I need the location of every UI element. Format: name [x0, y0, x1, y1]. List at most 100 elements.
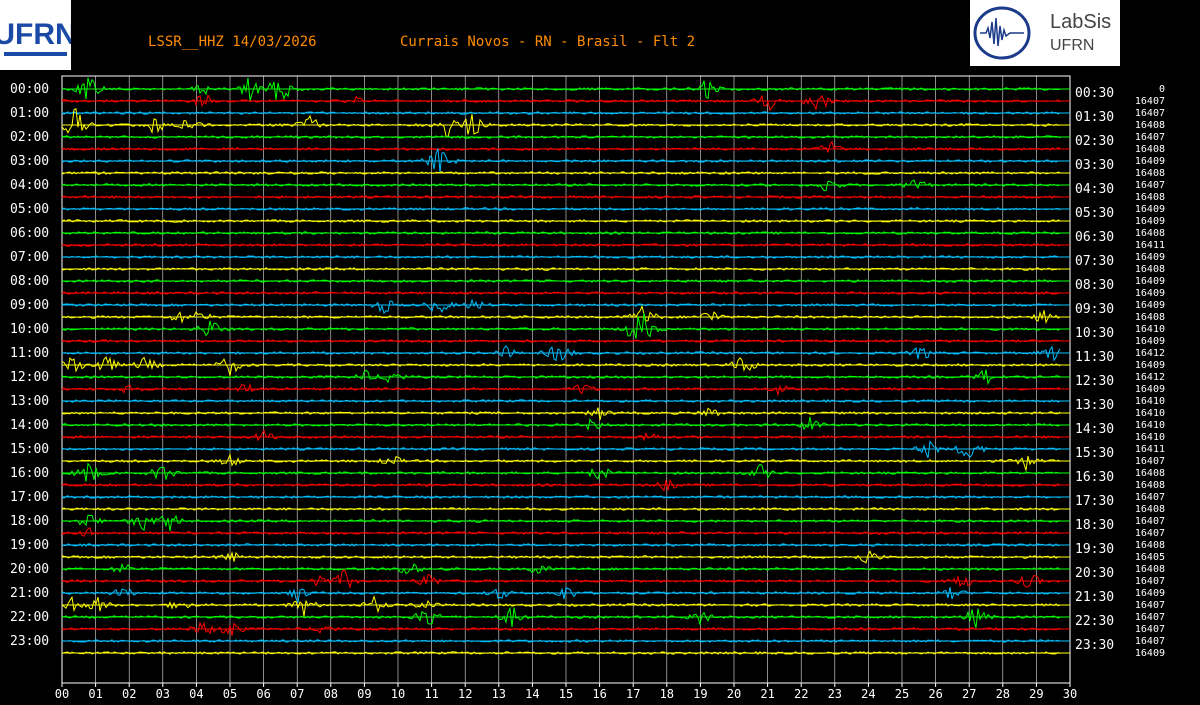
trace-count: 16410: [1135, 420, 1165, 431]
right-time-label: 21:30: [1075, 590, 1114, 605]
chart-grid: [61, 75, 1071, 684]
trace-line: [61, 135, 1061, 139]
right-time-label: 18:30: [1075, 518, 1114, 533]
trace-count: 16407: [1135, 516, 1165, 527]
trace-count: 16407: [1135, 96, 1165, 107]
left-time-label: 10:00: [10, 322, 49, 337]
trace-count: 16410: [1135, 396, 1165, 407]
right-time-labels: 00:30 01:30 02:30 03:30 04:30 05:30 06:30 07:30…: [1075, 86, 1114, 653]
left-time-label: 23:00: [10, 634, 49, 649]
minute-tick-label: 26: [928, 687, 942, 701]
minute-tick-label: 19: [693, 687, 707, 701]
trace-line: [61, 312, 1061, 339]
trace-line: [62, 94, 1061, 112]
trace-count: 16409: [1135, 204, 1165, 215]
trace-count: 16405: [1135, 552, 1165, 563]
trace-line: [61, 514, 1061, 532]
labsis-logo-subtitle: UFRN: [1050, 37, 1094, 54]
minute-tick-label: 24: [861, 687, 875, 701]
ufrn-logo-text: UFRN: [0, 18, 71, 51]
minute-tick-label: 28: [996, 687, 1010, 701]
left-time-label: 18:00: [10, 514, 49, 529]
left-time-label: 19:00: [10, 538, 49, 553]
right-time-label: 02:30: [1075, 134, 1114, 149]
trace-line: [61, 243, 1061, 247]
minute-tick-label: 14: [525, 687, 539, 701]
left-time-label: 01:00: [10, 106, 49, 121]
trace-line: [61, 356, 1061, 376]
minute-tick-label: 25: [895, 687, 909, 701]
minute-tick-label: 03: [156, 687, 170, 701]
left-time-label: 11:00: [10, 346, 49, 361]
trace-line: [61, 77, 1060, 101]
minute-tick-label: 21: [760, 687, 774, 701]
minute-tick-label: 06: [256, 687, 270, 701]
minute-tick-label: 10: [391, 687, 405, 701]
trace-count: 16408: [1135, 264, 1165, 275]
trace-count: 16409: [1135, 252, 1165, 263]
trace-line: [61, 267, 1061, 271]
minute-tick-label: 07: [290, 687, 304, 701]
minute-tick-label: 16: [592, 687, 606, 701]
minute-tick-label: 04: [189, 687, 203, 701]
plot-header: LSSR__HHZ 14/03/2026 Currais Novos - RN …: [0, 34, 1200, 54]
trace-count: 16407: [1135, 624, 1165, 635]
trace-count: 16409: [1135, 156, 1165, 167]
trace-line: [61, 440, 1061, 459]
trace-count: 16407: [1135, 132, 1165, 143]
minute-tick-label: 18: [660, 687, 674, 701]
left-time-label: 20:00: [10, 562, 49, 577]
trace-line: [61, 543, 1061, 547]
trace-line: [61, 407, 1061, 421]
location-title: Currais Novos - RN - Brasil - Flt 2: [400, 34, 696, 50]
trace-line: [61, 621, 1060, 636]
trace-count: 16407: [1135, 636, 1165, 647]
trace-line: [61, 111, 1061, 115]
left-time-label: 03:00: [10, 154, 49, 169]
trace-line: [61, 148, 1061, 173]
right-time-label: 14:30: [1075, 422, 1114, 437]
trace-count: 16408: [1135, 144, 1165, 155]
trace-count: 16410: [1135, 408, 1165, 419]
trace-line: [61, 179, 1061, 192]
trace-count: 16409: [1135, 300, 1165, 311]
trace-line: [61, 429, 1061, 442]
right-time-label: 12:30: [1075, 374, 1114, 389]
left-time-label: 00:00: [10, 82, 49, 97]
trace-count: 16409: [1135, 288, 1165, 299]
minute-axis: 00 01 02 03 04 05 06 07 08 09 10 11 12 13 14 15 16 17 18 19…: [55, 683, 1077, 701]
station-title: LSSR__HHZ 14/03/2026: [148, 34, 317, 50]
trace-line: [61, 219, 1061, 223]
trace-count-labels: 0164071640716408164071640816409164081640…: [1135, 84, 1165, 659]
trace-line: [61, 462, 1061, 482]
trace-line: [61, 507, 1061, 511]
trace-line: [61, 108, 1061, 139]
right-time-label: 22:30: [1075, 614, 1114, 629]
trace-line: [61, 279, 1061, 283]
right-time-label: 23:30: [1075, 638, 1114, 653]
trace-count: 16408: [1135, 120, 1165, 131]
trace-line: [61, 478, 1061, 492]
right-time-label: 05:30: [1075, 206, 1114, 221]
labsis-logo-title: LabSis: [1050, 11, 1111, 33]
trace-count: 16408: [1135, 168, 1165, 179]
minute-tick-label: 01: [88, 687, 102, 701]
trace-line: [61, 416, 1061, 431]
trace-line: [61, 568, 1061, 589]
left-time-label: 02:00: [10, 130, 49, 145]
trace-count: 16407: [1135, 492, 1165, 503]
minute-tick-label: 23: [828, 687, 842, 701]
trace-line: [62, 587, 1061, 604]
minute-tick-label: 00: [55, 687, 69, 701]
trace-count: 16409: [1135, 336, 1165, 347]
left-time-label: 22:00: [10, 610, 49, 625]
trace-count: 16412: [1135, 348, 1165, 359]
trace-count: 16408: [1135, 312, 1165, 323]
minute-tick-label: 27: [962, 687, 976, 701]
left-time-label: 13:00: [10, 394, 49, 409]
minute-tick-label: 11: [424, 687, 438, 701]
minute-tick-label: 09: [357, 687, 371, 701]
minute-tick-label: 12: [458, 687, 472, 701]
right-time-label: 06:30: [1075, 230, 1114, 245]
